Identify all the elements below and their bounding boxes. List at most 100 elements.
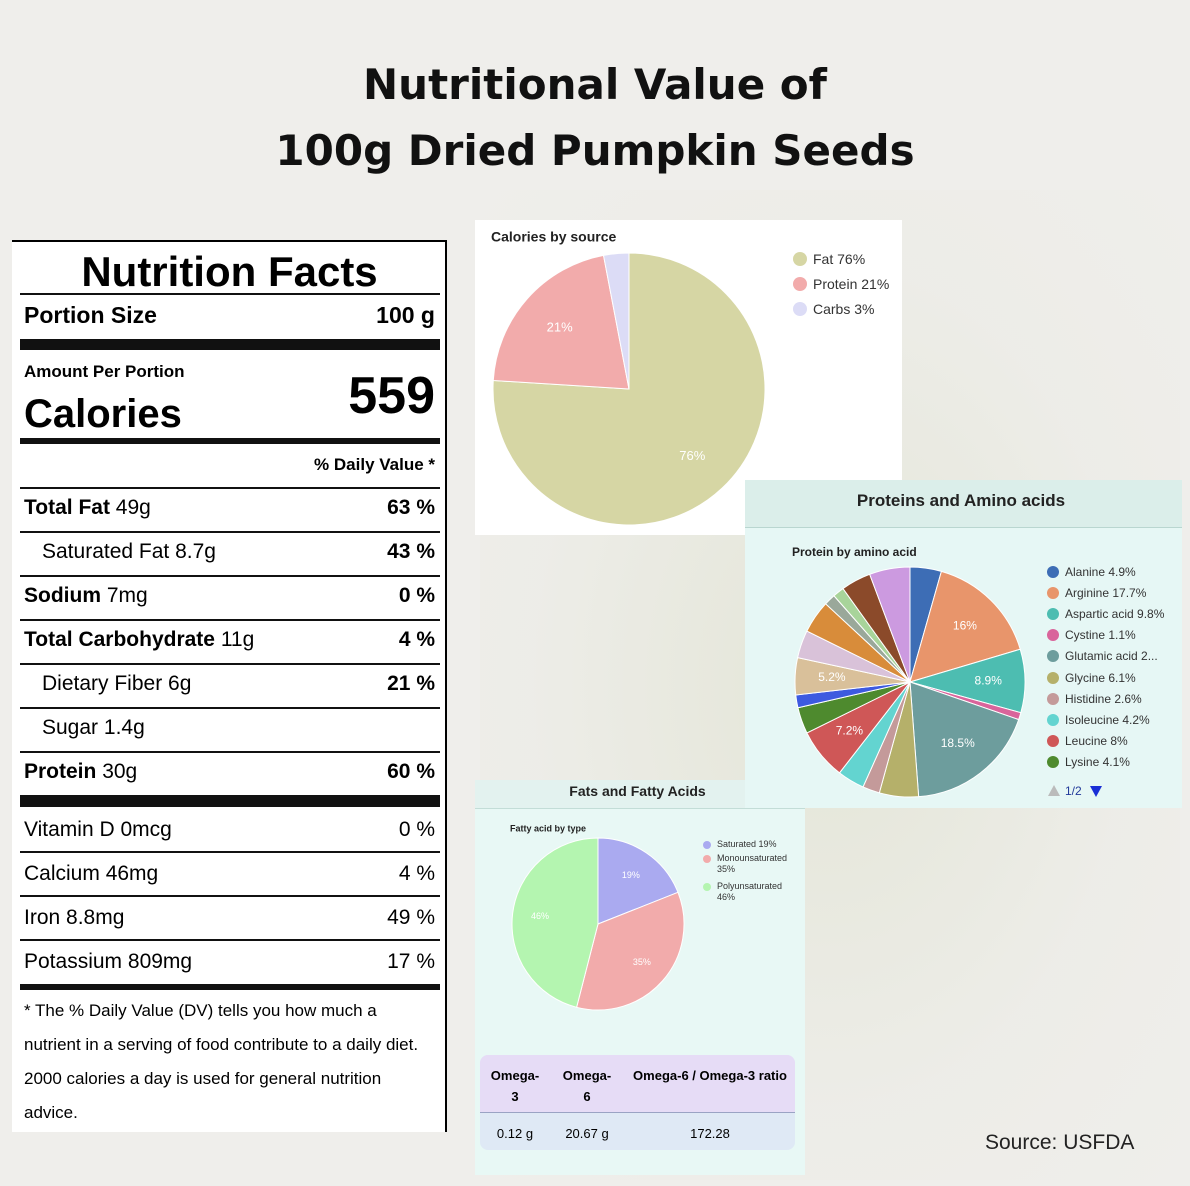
nutrient-name: Dietary Fiber bbox=[42, 672, 163, 695]
legend-swatch bbox=[1047, 566, 1059, 578]
nf-row: Potassium 809mg bbox=[24, 950, 192, 974]
nutrient-amount: 6g bbox=[168, 672, 192, 695]
nf-row: Calcium 46mg bbox=[24, 862, 158, 886]
legend-swatch bbox=[703, 854, 711, 863]
omega-header: Omega-3 bbox=[490, 1068, 540, 1104]
nutrient-amount: 46mg bbox=[105, 862, 159, 885]
chart: Calories by source 76% 21% bbox=[491, 229, 766, 526]
pie-slice bbox=[869, 566, 911, 683]
portion-value: 100 g bbox=[376, 302, 435, 328]
legend-swatch bbox=[1047, 713, 1059, 726]
slice-label: 46% bbox=[531, 911, 549, 921]
chart-title: Fatty acid by type bbox=[510, 823, 586, 833]
omega-header-bg bbox=[480, 1055, 795, 1113]
calories-label: Calories bbox=[24, 392, 182, 436]
chart-title: Protein by amino acid bbox=[792, 545, 917, 559]
daily-value: 63 % bbox=[387, 496, 435, 519]
slice-label: 8.9% bbox=[975, 673, 1003, 687]
legend-item: Glutamic acid 2... bbox=[1047, 649, 1182, 663]
source: Source: USFDA bbox=[985, 1131, 1135, 1154]
legend-label: Leucine 8% bbox=[1065, 733, 1128, 748]
panel-header bbox=[745, 480, 1182, 528]
nutrient-amount: 1.4g bbox=[103, 716, 145, 739]
daily-value: 4 % bbox=[398, 628, 435, 651]
nutrient-name: Total Carbohydrate bbox=[24, 628, 215, 651]
rule bbox=[20, 339, 440, 350]
legend-swatch bbox=[703, 840, 711, 849]
nf-row: Total Carbohydrate 11g bbox=[24, 628, 254, 652]
legend-item: Isoleucine 4.2% bbox=[1047, 713, 1182, 727]
legend-item: Alanine 4.9% bbox=[1047, 565, 1182, 579]
nutrient-name: Total Fat bbox=[24, 496, 110, 519]
legend-item: Saturated 19% bbox=[703, 839, 798, 850]
slice-label: 19% bbox=[622, 870, 640, 880]
slice-label: 16% bbox=[953, 619, 977, 633]
omega-header: Omega-6 bbox=[562, 1068, 612, 1104]
legend-swatch bbox=[1047, 608, 1059, 621]
legend-swatch bbox=[1047, 755, 1059, 768]
rule bbox=[20, 795, 440, 807]
daily-value: 17 % bbox=[387, 950, 435, 973]
nf-row: Saturated Fat 8.7g bbox=[42, 540, 216, 564]
pie-slice bbox=[576, 891, 685, 1011]
omega-value: 172.28 bbox=[690, 1126, 730, 1141]
nutrient-name: Sugar bbox=[42, 716, 99, 739]
chart-title: Calories by source bbox=[491, 229, 616, 245]
legend-label: Monounsaturated 35% bbox=[717, 853, 788, 874]
legend-label: Lysine 4.1% bbox=[1065, 754, 1130, 769]
omega-value: 0.12 g bbox=[496, 1126, 534, 1141]
daily-value: 49 % bbox=[387, 906, 435, 929]
nutrient-name: Protein bbox=[24, 760, 97, 783]
slice-label: 35% bbox=[633, 957, 651, 967]
nutrient-amount: 30g bbox=[102, 760, 138, 783]
omega-header: Omega-6 / Omega-3 ratio bbox=[633, 1068, 787, 1083]
legend-label: Alanine 4.9% bbox=[1065, 565, 1136, 579]
legend-label: Protein 21% bbox=[813, 276, 890, 292]
legend-label: Isoleucine 4.2% bbox=[1065, 712, 1150, 727]
nutrient-amount: 49g bbox=[115, 496, 151, 519]
title-line: 100g Dried Pumpkin Seeds bbox=[275, 126, 915, 175]
pie-slice bbox=[511, 837, 599, 1008]
daily-value: 0 % bbox=[398, 584, 435, 607]
slice-label: 76% bbox=[679, 448, 705, 463]
legend-prev bbox=[1048, 785, 1060, 796]
nf-row: Total Fat 49g bbox=[24, 496, 151, 520]
fats-panel: Fats and Fatty Acids Fatty acid by type 19… bbox=[475, 780, 805, 1175]
title-line: Nutritional Value of bbox=[363, 60, 827, 109]
legend-label: Arginine 17.7% bbox=[1065, 586, 1147, 601]
legend-swatch bbox=[1047, 734, 1059, 747]
legend-label: Cystine 1.1% bbox=[1065, 628, 1136, 643]
legend-item: Polyunsaturated 46% bbox=[703, 881, 798, 903]
slice-label: 21% bbox=[547, 319, 573, 334]
dv-header: % Daily Value * bbox=[314, 455, 435, 474]
daily-value: 43 % bbox=[387, 540, 435, 563]
rule bbox=[20, 939, 440, 941]
nutrient-name: Calcium bbox=[24, 862, 100, 885]
rule bbox=[20, 531, 440, 533]
legend-label: Glycine 6.1% bbox=[1065, 670, 1136, 685]
nf-row: Sugar 1.4g bbox=[42, 716, 145, 740]
nutrient-amount: 809mg bbox=[127, 950, 193, 973]
rule bbox=[20, 619, 440, 621]
calories-value: 559 bbox=[348, 367, 435, 425]
rule bbox=[20, 751, 440, 753]
omega-value: 20.67 g bbox=[565, 1126, 609, 1141]
calories-panel: Calories by source 76% 21% Fat 76% Protein 2… bbox=[475, 220, 902, 535]
legend-swatch bbox=[703, 882, 711, 891]
legend-label: Glutamic acid 2... bbox=[1065, 649, 1158, 664]
nutrient-name: Saturated Fat bbox=[42, 540, 170, 563]
daily-value: 60 % bbox=[387, 760, 435, 783]
nf-row: Iron 8.8mg bbox=[24, 906, 124, 930]
daily-value: 21 % bbox=[387, 672, 435, 695]
legend-item: Lysine 4.1% bbox=[1047, 755, 1182, 769]
legend-label: Polyunsaturated 46% bbox=[717, 881, 783, 902]
rule bbox=[20, 663, 440, 665]
nutrient-name: Potassium bbox=[24, 950, 123, 973]
footnote: * The % Daily Value (DV) tells you how m… bbox=[24, 1001, 419, 1122]
omega-table: Omega-3 0.12 g Omega-6 20.67 g Omega-6 / Ome… bbox=[480, 1055, 795, 1150]
pie-slice bbox=[597, 837, 679, 925]
legend-item: Protein 21% bbox=[793, 276, 903, 292]
legend-item: Arginine 17.7% bbox=[1047, 586, 1182, 600]
rule bbox=[20, 895, 440, 897]
